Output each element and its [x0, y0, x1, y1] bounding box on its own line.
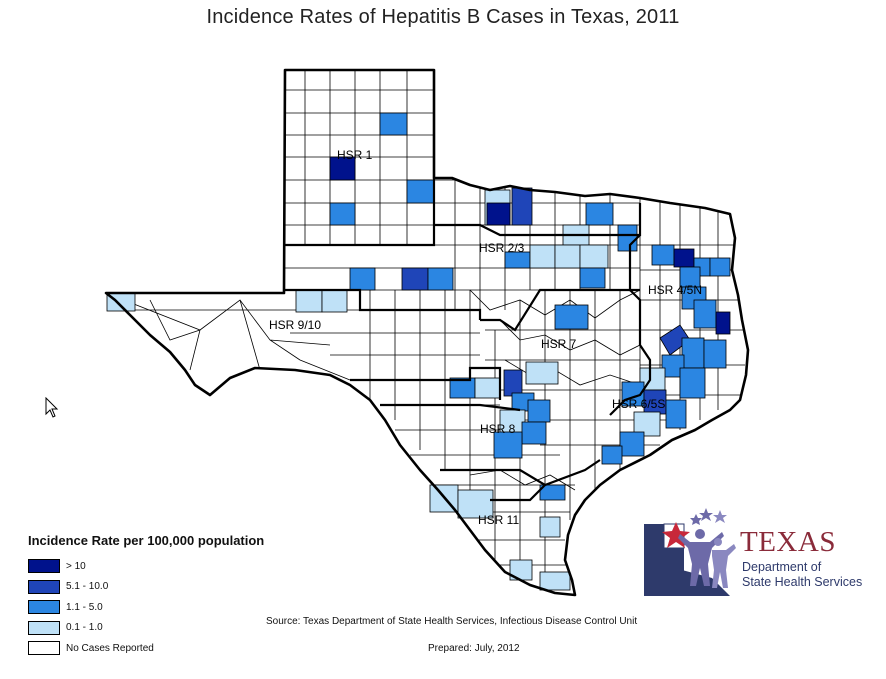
legend: Incidence Rate per 100,000 population > … — [28, 533, 264, 659]
region-label-hsr8: HSR 8 — [480, 422, 516, 436]
region-boundaries — [285, 178, 652, 502]
region-label-hsr910: HSR 9/10 — [269, 318, 321, 332]
mouse-pointer-icon — [45, 396, 59, 424]
legend-swatch — [28, 559, 60, 574]
legend-label: 5.1 - 10.0 — [66, 581, 109, 593]
logo-name: TEXAS — [740, 526, 836, 558]
legend-title: Incidence Rate per 100,000 population — [28, 533, 265, 548]
texas-state-outline — [104, 68, 750, 597]
legend-label: No Cases Reported — [66, 642, 154, 654]
legend-item: No Cases Reported — [28, 638, 264, 659]
legend-swatch — [28, 641, 60, 656]
legend-swatch — [28, 579, 60, 594]
region-label-hsr23: HSR 2/3 — [479, 241, 525, 255]
legend-swatch — [28, 620, 60, 635]
map-title: Incidence Rates of Hepatitis B Cases in … — [206, 6, 680, 28]
region-labels: HSR 1 HSR 2/3 HSR 4/5N HSR 9/10 HSR 7 HS… — [269, 148, 702, 527]
region-label-hsr65s: HSR 6/5S — [612, 397, 665, 411]
logo-line2: State Health Services — [742, 575, 863, 589]
logo-department: Department of State Health Services — [742, 560, 862, 590]
legend-swatch — [28, 600, 60, 615]
legend-label: 1.1 - 5.0 — [66, 601, 103, 613]
legend-label: > 10 — [66, 560, 86, 572]
legend-label: 0.1 - 1.0 — [66, 622, 103, 634]
legend-item: 0.1 - 1.0 — [28, 618, 264, 639]
region-label-hsr11: HSR 11 — [478, 513, 519, 527]
region-label-hsr1: HSR 1 — [337, 148, 373, 162]
logo-line1: Department of — [742, 560, 822, 574]
county-fills — [106, 112, 731, 591]
dshs-logo: TEXAS Department of State Health Service… — [642, 508, 878, 598]
legend-item: > 10 — [28, 556, 264, 577]
legend-item: 5.1 - 10.0 — [28, 577, 264, 598]
legend-item: 1.1 - 5.0 — [28, 597, 264, 618]
source-note: Source: Texas Department of State Health… — [266, 616, 638, 627]
dshs-logo-people-stars-icon — [644, 508, 736, 596]
region-label-hsr45n: HSR 4/5N — [648, 283, 702, 297]
region-label-hsr7: HSR 7 — [541, 337, 577, 351]
prepared-date: Prepared: July, 2012 — [428, 643, 520, 654]
